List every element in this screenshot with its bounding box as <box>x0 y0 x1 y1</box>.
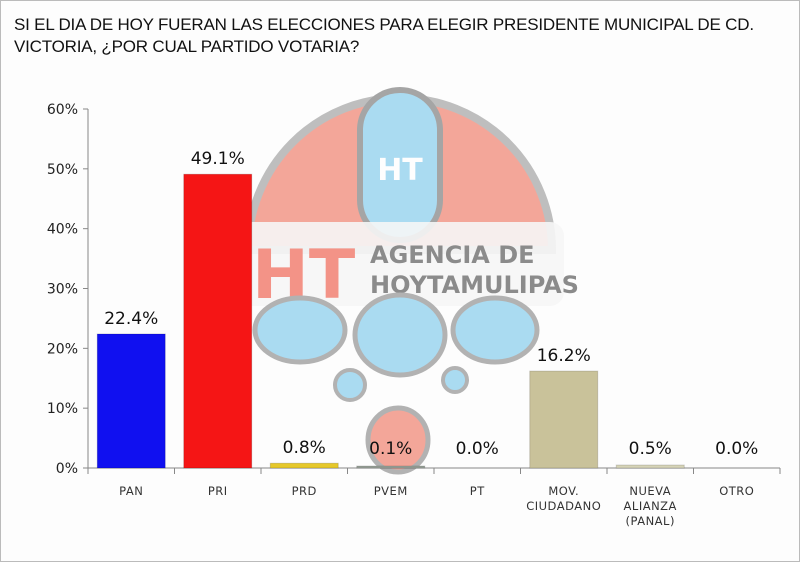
x-category-label: PT <box>470 484 485 498</box>
x-category-label: PAN <box>119 484 143 498</box>
x-category-label-line: OTRO <box>719 484 754 498</box>
data-label: 16.2% <box>537 346 591 366</box>
y-tick-label: 40% <box>47 222 78 238</box>
x-category-label-line: PVEM <box>374 484 408 498</box>
x-category-label: PRI <box>208 484 228 498</box>
hoytamulipas-watermark-logo: HT HT AGENCIA DE HOYTAMULIPAS <box>238 87 579 475</box>
x-category-label: OTRO <box>719 484 754 498</box>
x-category-label-line: PAN <box>119 484 143 498</box>
y-tick-label: 20% <box>47 341 78 357</box>
svg-text:HT: HT <box>377 153 423 188</box>
data-label: 0.5% <box>629 439 672 459</box>
bar-prd <box>269 462 339 469</box>
x-category-label-line: PT <box>470 484 485 498</box>
x-category-label-line: MOV. <box>548 484 579 498</box>
bar-pan <box>96 333 166 469</box>
data-label: 0.1% <box>369 439 412 459</box>
y-tick-label: 50% <box>47 162 78 178</box>
x-category-label-line: PRI <box>208 484 228 498</box>
y-tick-label: 60% <box>47 102 78 118</box>
y-tick-label: 30% <box>47 282 78 298</box>
bar-pri <box>183 173 253 469</box>
y-tick-label: 0% <box>56 461 78 477</box>
x-category-label: MOV. CIUDADANO <box>526 484 601 513</box>
x-category-label-line: (PANAL) <box>626 514 675 528</box>
svg-text:AGENCIA DE: AGENCIA DE <box>370 241 535 269</box>
data-label: 22.4% <box>104 309 158 329</box>
bar-nueva-alianza-panal- <box>615 464 685 469</box>
x-category-label-line: CIUDADANO <box>526 499 601 513</box>
data-label: 0.8% <box>283 438 326 458</box>
x-category-label: NUEVA ALIANZA (PANAL) <box>624 484 677 528</box>
x-category-label-line: NUEVA <box>629 484 671 498</box>
y-tick-label: 10% <box>47 401 78 417</box>
chart-title: SI EL DIA DE HOY FUERAN LAS ELECCIONES P… <box>14 15 754 56</box>
x-category-label-line: PRD <box>292 484 317 498</box>
bar-pvem <box>356 465 426 469</box>
data-label: 49.1% <box>191 149 245 169</box>
x-category-label-line: ALIANZA <box>624 499 677 513</box>
x-category-label: PVEM <box>374 484 408 498</box>
data-label: 0.0% <box>715 439 758 459</box>
data-label: 0.0% <box>456 439 499 459</box>
x-category-label: PRD <box>292 484 317 498</box>
bar-mov-ciudadano <box>529 370 599 469</box>
